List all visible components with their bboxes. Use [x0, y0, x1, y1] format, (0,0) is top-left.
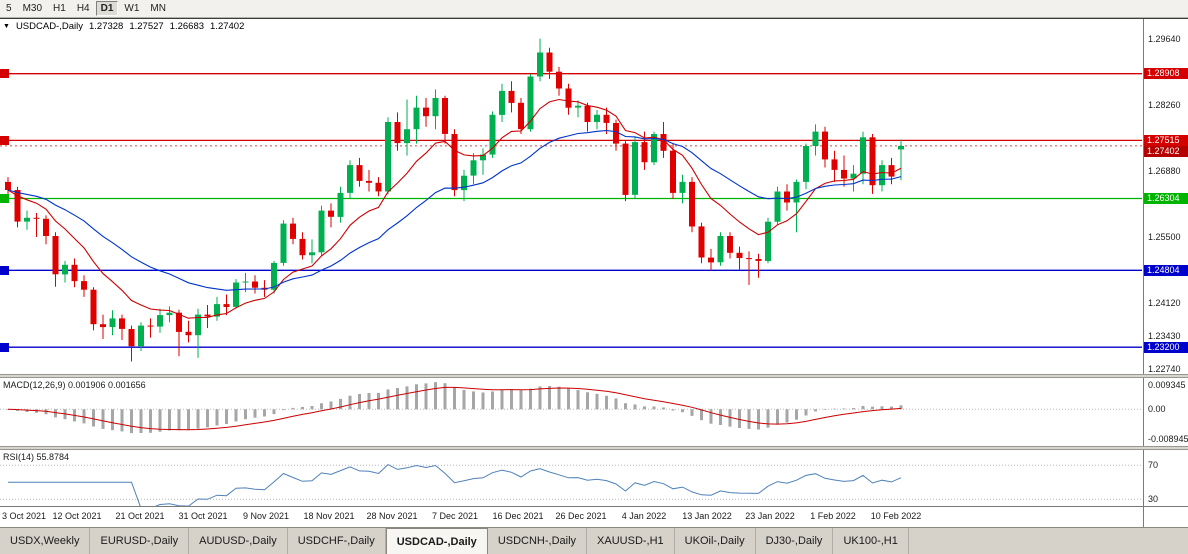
- symbol-tab-usdcad-daily[interactable]: USDCAD-,Daily: [385, 528, 488, 554]
- pane-splitter-1[interactable]: [0, 374, 1188, 378]
- time-axis-label: 31 Oct 2021: [178, 511, 228, 521]
- time-axis-label: 10 Feb 2022: [870, 511, 922, 521]
- price-line-tag: 1.23200: [1144, 341, 1188, 353]
- period-button-d1[interactable]: D1: [95, 1, 119, 16]
- ohlc-low: 1.26683: [169, 21, 205, 32]
- rsi-axis[interactable]: 70 30: [1143, 450, 1188, 506]
- rsi-pane[interactable]: RSI(14) 55.8784 70 30: [0, 450, 1188, 506]
- symbol-tab-usdx-weekly[interactable]: USDX,Weekly: [0, 528, 91, 554]
- symbol-tab-uk100-h1[interactable]: UK100-,H1: [833, 528, 909, 554]
- current-price-tag: 1.27402: [1144, 146, 1188, 158]
- price-axis-label: 1.24120: [1148, 298, 1181, 309]
- macd-chart: [0, 382, 1142, 434]
- macd-pane[interactable]: MACD(12,26,9) 0.001906 0.001656 0.009345…: [0, 378, 1188, 446]
- price-line-left-marker: [0, 69, 9, 79]
- symbol-tab-xauusd-h1[interactable]: XAUUSD-,H1: [587, 528, 675, 554]
- price-axis-label: 1.22740: [1148, 364, 1181, 374]
- macd-axis-label: -0.008945: [1148, 434, 1188, 444]
- time-axis[interactable]: 3 Oct 2021 12 Oct 2021 21 Oct 2021 31 Oct 2…: [0, 506, 1188, 527]
- ohlc-high: 1.27527: [129, 21, 164, 32]
- rsi-axis-label: 70: [1148, 460, 1159, 471]
- time-axis-label: 3 Oct 2021: [2, 511, 47, 521]
- symbol-tab-audusd-daily[interactable]: AUDUSD-,Daily: [189, 528, 288, 554]
- time-axis-label: 13 Jan 2022: [682, 511, 732, 521]
- price-axis-label: 1.29640: [1148, 33, 1181, 44]
- price-line-tag: 1.27515: [1144, 134, 1188, 146]
- period-button-5[interactable]: 5: [6, 3, 12, 14]
- symbol-tab-eurusd-daily[interactable]: EURUSD-,Daily: [90, 528, 190, 554]
- symbol-tab-dj30-daily[interactable]: DJ30-,Daily: [756, 528, 834, 554]
- symbol-tab-ukoil-daily[interactable]: UKOil-,Daily: [675, 528, 756, 554]
- price-axis[interactable]: 1.29640 1.28260 1.26880 1.25500 1.24120 1.234…: [1143, 19, 1188, 374]
- price-line-tag: 1.26304: [1144, 193, 1188, 204]
- axis-corner: [1143, 507, 1188, 527]
- price-chart-pane[interactable]: ▼ USDCAD-,Daily 1.27328 1.27527 1.26683 …: [0, 19, 1188, 374]
- macd-label: MACD(12,26,9) 0.001906 0.001656: [3, 380, 146, 390]
- price-line-left-marker: [0, 342, 9, 352]
- chart-tabs-bar: USDX,Weekly EURUSD-,Daily AUDUSD-,Daily USD…: [0, 527, 1188, 554]
- rsi-label: RSI(14) 55.8784: [3, 452, 70, 462]
- pane-splitter-2[interactable]: [0, 446, 1188, 450]
- price-line-left-marker: [0, 194, 9, 203]
- period-button-h4[interactable]: H4: [76, 3, 90, 14]
- time-axis-label: 18 Nov 2021: [303, 511, 355, 521]
- time-axis-label: 21 Oct 2021: [115, 511, 165, 521]
- price-axis-label: 1.28260: [1148, 99, 1181, 110]
- price-line-tag: 1.28908: [1144, 68, 1188, 80]
- period-button-m30[interactable]: M30: [22, 3, 43, 14]
- price-line-left-marker: [0, 265, 9, 275]
- time-axis-label: 4 Jan 2022: [621, 511, 667, 521]
- macd-axis-label: 0.009345: [1148, 380, 1186, 390]
- time-axis-label: 12 Oct 2021: [52, 511, 102, 521]
- ohlc-open: 1.27328: [88, 21, 124, 32]
- price-line-tag: 1.24804: [1144, 264, 1188, 276]
- time-axis-label: 16 Dec 2021: [492, 511, 544, 521]
- time-axis-label: 28 Nov 2021: [366, 511, 418, 521]
- symbol-tab-usdchf-daily[interactable]: USDCHF-,Daily: [288, 528, 386, 554]
- candlestick-chart[interactable]: [0, 19, 1142, 374]
- period-button-w1[interactable]: W1: [124, 3, 140, 14]
- time-axis-label: 23 Jan 2022: [745, 511, 795, 521]
- chart-symbol-timeframe: USDCAD-,Daily: [15, 21, 83, 32]
- macd-axis[interactable]: 0.009345 0.00 -0.008945: [1143, 378, 1188, 446]
- ohlc-close: 1.27402: [210, 21, 245, 32]
- rsi-chart: [0, 463, 1142, 506]
- rsi-axis-label: 30: [1148, 494, 1159, 505]
- time-axis-label: 7 Dec 2021: [431, 511, 479, 521]
- price-axis-label: 1.25500: [1148, 232, 1181, 242]
- price-axis-label: 1.26880: [1148, 165, 1181, 176]
- macd-axis-label: 0.00: [1148, 404, 1166, 415]
- chart-header: ▼ USDCAD-,Daily 1.27328 1.27527 1.26683 …: [3, 21, 244, 32]
- time-axis-label: 26 Dec 2021: [555, 511, 607, 521]
- chart-window: ▼ USDCAD-,Daily 1.27328 1.27527 1.26683 …: [0, 18, 1188, 527]
- timeframe-toolbar: 5 M30 H1 H4 D1 W1 MN: [0, 0, 1188, 18]
- period-button-mn[interactable]: MN: [150, 3, 166, 14]
- time-axis-label: 9 Nov 2021: [242, 511, 290, 521]
- chart-dropdown-icon[interactable]: ▼: [3, 23, 10, 30]
- price-line-left-marker: [0, 135, 9, 145]
- time-axis-label: 1 Feb 2022: [810, 511, 856, 521]
- symbol-tab-usdcnh-daily[interactable]: USDCNH-,Daily: [488, 528, 588, 554]
- price-axis-label: 1.23430: [1148, 331, 1181, 342]
- period-button-h1[interactable]: H1: [53, 3, 66, 14]
